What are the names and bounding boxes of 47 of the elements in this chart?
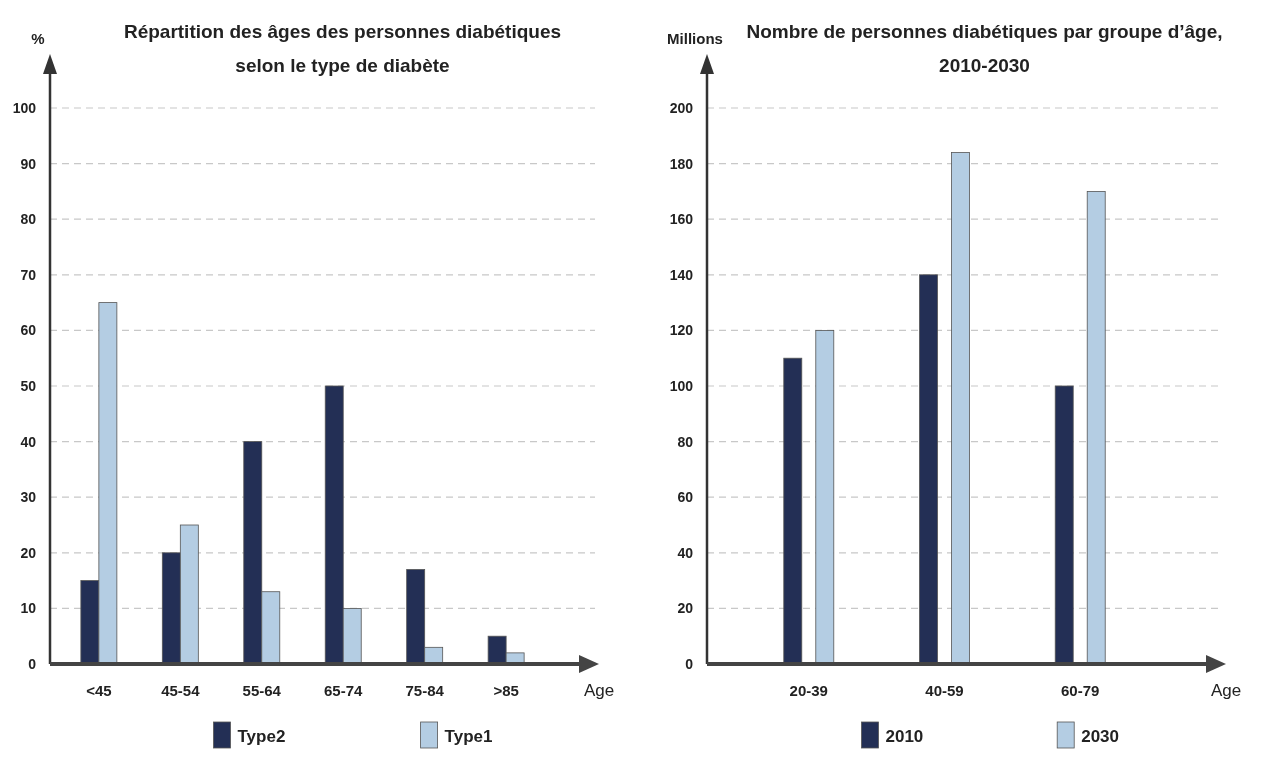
bar	[951, 152, 970, 665]
bar	[1054, 385, 1074, 665]
y-tick-label: 100	[12, 99, 37, 116]
y-tick-label: 20	[20, 544, 37, 561]
y-tick-label: 200	[669, 99, 694, 116]
y-tick-label: 120	[669, 322, 694, 339]
y-tick-label: 60	[20, 322, 37, 339]
y-tick-label: 160	[669, 211, 694, 228]
bar	[1086, 191, 1106, 665]
bar	[815, 330, 835, 665]
chart-title: Répartition des âges des personnes diabétiques selon le type de diabète	[123, 21, 562, 76]
y-tick-label: 10	[20, 600, 37, 617]
y-axis-title: Millions	[667, 30, 723, 47]
x-tick-label: 55-64	[242, 682, 282, 699]
bar	[919, 274, 938, 665]
x-axis-title: Age	[583, 681, 615, 700]
y-tick-label: 0	[685, 655, 694, 672]
y-tick-label: 80	[20, 211, 37, 228]
legend-label: Type2	[237, 727, 286, 746]
x-axis-title: Age	[1210, 681, 1242, 700]
x-tick-label: 20-39	[789, 682, 828, 699]
y-tick-label: 80	[677, 433, 694, 450]
y-tick-label: 70	[20, 266, 37, 283]
x-tick-label: >85	[493, 682, 519, 699]
x-tick-label: 40-59	[925, 682, 964, 699]
legend-label: Type1	[444, 727, 493, 746]
y-tick-label: 180	[669, 155, 694, 172]
chart-title: Nombre de personnes diabétiques par groupe d’âge, 2010-2030	[746, 21, 1223, 76]
y-tick-label: 40	[20, 433, 37, 450]
y-tick-label: 90	[20, 155, 37, 172]
y-tick-label: 60	[677, 489, 694, 506]
y-tick-label: 50	[20, 377, 37, 394]
legend-label: 2010	[885, 727, 924, 746]
y-tick-label: 140	[669, 266, 694, 283]
bar	[783, 357, 803, 665]
x-tick-label: 45-54	[161, 682, 201, 699]
x-tick-label: 60-79	[1061, 682, 1100, 699]
y-tick-label: 100	[669, 377, 694, 394]
y-tick-label: 0	[28, 655, 37, 672]
legend-label: 2030	[1081, 727, 1120, 746]
y-tick-label: 30	[20, 489, 37, 506]
x-tick-label: 65-74	[324, 682, 364, 699]
x-tick-label: <45	[86, 682, 112, 699]
y-axis-title: %	[31, 30, 45, 47]
x-tick-label: 75-84	[405, 682, 445, 699]
y-tick-label: 20	[677, 600, 694, 617]
y-tick-label: 40	[677, 544, 694, 561]
